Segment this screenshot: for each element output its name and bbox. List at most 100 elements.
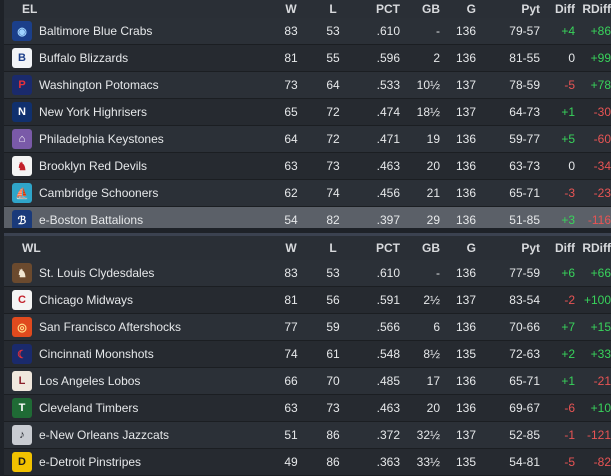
team-cell: ☾ Cincinnati Moonshots xyxy=(4,344,270,364)
col-header-pct[interactable]: PCT xyxy=(376,2,400,16)
diff-cell: +4 xyxy=(561,24,575,38)
rdiff-cell: -23 xyxy=(593,186,611,200)
table-row[interactable]: ⛵ Cambridge Schooners 62 74 .456 21 136 65-71 -3… xyxy=(4,180,611,207)
col-header-pct[interactable]: PCT xyxy=(376,241,400,255)
team-name[interactable]: Los Angeles Lobos xyxy=(39,374,141,388)
team-name[interactable]: New York Highrisers xyxy=(39,105,148,119)
rdiff-cell: -60 xyxy=(593,132,611,146)
team-name[interactable]: Cincinnati Moonshots xyxy=(39,347,154,361)
gb-cell: 20 xyxy=(426,159,440,173)
col-header-l[interactable]: L xyxy=(329,2,337,16)
col-header-rdiff[interactable]: RDiff xyxy=(582,241,611,255)
aftershocks-logo-icon: ◎ xyxy=(12,317,32,337)
team-name[interactable]: Cambridge Schooners xyxy=(39,186,159,200)
left-gutter xyxy=(0,0,4,476)
team-name[interactable]: e-Detroit Pinstripes xyxy=(39,455,142,469)
potomacs-logo-icon: P xyxy=(12,75,32,95)
team-cell: T Cleveland Timbers xyxy=(4,398,270,418)
clydesdales-logo-icon: ♞ xyxy=(12,263,32,283)
team-name[interactable]: Brooklyn Red Devils xyxy=(39,159,148,173)
g-cell: 137 xyxy=(455,293,476,307)
l-cell: 70 xyxy=(326,374,340,388)
rdiff-cell: +10 xyxy=(590,401,611,415)
blizzard-logo-icon: B xyxy=(12,48,32,68)
team-name[interactable]: Washington Potomacs xyxy=(39,78,159,92)
rdiff-cell: +15 xyxy=(590,320,611,334)
table-body: ◉ Baltimore Blue Crabs 83 53 .610 - 136 79-57 +4… xyxy=(4,18,611,234)
gb-cell: 32½ xyxy=(416,428,440,442)
table-row[interactable]: B Buffalo Blizzards 81 55 .596 2 136 81-55 0 +99 xyxy=(4,45,611,72)
team-cell: ⛵ Cambridge Schooners xyxy=(4,183,270,203)
g-cell: 135 xyxy=(455,347,476,361)
pyt-cell: 64-73 xyxy=(509,105,540,119)
table-row[interactable]: ☾ Cincinnati Moonshots 74 61 .548 8½ 135 72-63 +… xyxy=(4,341,611,368)
l-cell: 74 xyxy=(326,186,340,200)
col-header-g[interactable]: G xyxy=(466,241,476,255)
team-name[interactable]: Buffalo Blizzards xyxy=(39,51,129,65)
gb-cell: - xyxy=(436,266,440,280)
col-header-pyt[interactable]: Pyt xyxy=(521,241,540,255)
table-row[interactable]: T Cleveland Timbers 63 73 .463 20 136 69-67 -6 +1… xyxy=(4,395,611,422)
col-header-diff[interactable]: Diff xyxy=(555,241,575,255)
table-row[interactable]: ♞ St. Louis Clydesdales 83 53 .610 - 136 77-59 +… xyxy=(4,260,611,287)
table-row[interactable]: ♪ e-New Orleans Jazzcats 51 86 .372 32½ 137 52-… xyxy=(4,422,611,449)
w-cell: 54 xyxy=(284,213,298,227)
pct-cell: .463 xyxy=(376,401,400,415)
schooners-logo-icon: ⛵ xyxy=(12,183,32,203)
table-row[interactable]: ◉ Baltimore Blue Crabs 83 53 .610 - 136 79-57 +4… xyxy=(4,18,611,45)
w-cell: 64 xyxy=(284,132,298,146)
highrisers-logo-icon: N xyxy=(12,102,32,122)
w-cell: 62 xyxy=(284,186,298,200)
col-header-gb[interactable]: GB xyxy=(422,241,440,255)
red-devils-logo-icon: ♞ xyxy=(12,156,32,176)
team-name[interactable]: Baltimore Blue Crabs xyxy=(39,24,153,38)
gb-cell: 6 xyxy=(433,320,440,334)
w-cell: 81 xyxy=(284,293,298,307)
table-row[interactable]: ◎ San Francisco Aftershocks 77 59 .566 6 136 70… xyxy=(4,314,611,341)
diff-cell: -6 xyxy=(564,401,575,415)
team-cell: N New York Highrisers xyxy=(4,102,270,122)
gb-cell: - xyxy=(436,24,440,38)
col-header-rdiff[interactable]: RDiff xyxy=(582,2,611,16)
team-name[interactable]: San Francisco Aftershocks xyxy=(39,320,182,334)
table-row[interactable]: L Los Angeles Lobos 66 70 .485 17 136 65-71 +1 -2… xyxy=(4,368,611,395)
team-name[interactable]: e-Boston Battalions xyxy=(39,213,144,227)
team-name[interactable]: Cleveland Timbers xyxy=(39,401,139,415)
col-header-g[interactable]: G xyxy=(466,2,476,16)
w-cell: 51 xyxy=(284,428,298,442)
team-name[interactable]: Philadelphia Keystones xyxy=(39,132,164,146)
g-cell: 136 xyxy=(455,159,476,173)
table-row[interactable]: N New York Highrisers 65 72 .474 18½ 137 64-73 +… xyxy=(4,99,611,126)
g-cell: 136 xyxy=(455,401,476,415)
col-header-w[interactable]: W xyxy=(285,241,297,255)
gb-cell: 29 xyxy=(426,213,440,227)
table-row[interactable]: C Chicago Midways 81 56 .591 2½ 137 83-54 -2 +100 xyxy=(4,287,611,314)
rdiff-cell: -34 xyxy=(593,159,611,173)
team-name[interactable]: Chicago Midways xyxy=(39,293,134,307)
keystones-logo-icon: ⌂ xyxy=(12,129,32,149)
gb-cell: 19 xyxy=(426,132,440,146)
col-header-pyt[interactable]: Pyt xyxy=(521,2,540,16)
gb-cell: 8½ xyxy=(423,347,440,361)
team-name[interactable]: e-New Orleans Jazzcats xyxy=(39,428,170,442)
team-cell: ◉ Baltimore Blue Crabs xyxy=(4,21,270,41)
w-cell: 77 xyxy=(284,320,298,334)
col-header-w[interactable]: W xyxy=(285,2,297,16)
col-header-l[interactable]: L xyxy=(329,241,337,255)
rdiff-cell: -30 xyxy=(593,105,611,119)
table-row[interactable]: ⌂ Philadelphia Keystones 64 72 .471 19 136 59-7… xyxy=(4,126,611,153)
col-header-diff[interactable]: Diff xyxy=(555,2,575,16)
w-cell: 83 xyxy=(284,266,298,280)
table-row[interactable]: ♞ Brooklyn Red Devils 63 73 .463 20 136 63-73 0 -… xyxy=(4,153,611,180)
team-name[interactable]: St. Louis Clydesdales xyxy=(39,266,155,280)
pyt-cell: 69-67 xyxy=(509,401,540,415)
l-cell: 61 xyxy=(326,347,340,361)
w-cell: 66 xyxy=(284,374,298,388)
col-header-gb[interactable]: GB xyxy=(422,2,440,16)
g-cell: 136 xyxy=(455,186,476,200)
g-cell: 136 xyxy=(455,320,476,334)
table-row[interactable]: P Washington Potomacs 73 64 .533 10½ 137 78-59 -… xyxy=(4,72,611,99)
pct-cell: .397 xyxy=(376,213,400,227)
